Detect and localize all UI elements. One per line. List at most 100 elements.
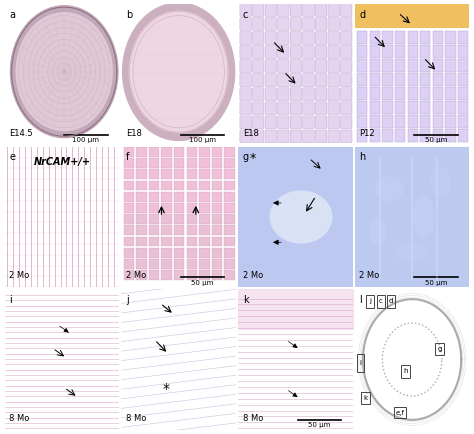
Bar <box>212 237 222 247</box>
Bar <box>199 158 210 168</box>
Bar <box>395 115 405 128</box>
Text: 2 Mo: 2 Mo <box>9 271 29 280</box>
Bar <box>162 203 172 213</box>
FancyBboxPatch shape <box>303 60 314 72</box>
FancyBboxPatch shape <box>303 102 314 115</box>
Bar <box>149 181 159 191</box>
Bar <box>212 214 222 224</box>
Bar <box>370 59 380 72</box>
FancyBboxPatch shape <box>315 18 327 30</box>
Bar <box>357 129 367 142</box>
Bar <box>162 181 172 191</box>
Bar <box>137 192 146 201</box>
Bar <box>124 203 134 213</box>
Bar <box>124 248 134 258</box>
Text: h: h <box>403 368 408 375</box>
Bar <box>383 59 392 72</box>
Bar <box>458 31 468 44</box>
FancyBboxPatch shape <box>265 88 276 100</box>
Bar <box>458 59 468 72</box>
Bar <box>420 59 430 72</box>
Bar <box>355 4 469 28</box>
Bar <box>162 147 172 157</box>
Bar <box>383 101 392 114</box>
FancyBboxPatch shape <box>315 46 327 58</box>
Bar <box>212 248 222 258</box>
Bar <box>401 365 410 378</box>
FancyBboxPatch shape <box>253 116 264 128</box>
Bar <box>137 259 146 269</box>
Bar <box>187 214 197 224</box>
Text: P12: P12 <box>359 128 375 138</box>
Bar <box>224 225 235 235</box>
Bar <box>408 73 418 86</box>
Bar <box>383 129 392 142</box>
Bar <box>370 73 380 86</box>
Bar <box>224 270 235 280</box>
FancyBboxPatch shape <box>265 18 276 30</box>
Bar <box>370 129 380 142</box>
Text: d: d <box>389 298 393 304</box>
Bar <box>387 295 395 308</box>
FancyBboxPatch shape <box>328 102 339 115</box>
Bar <box>370 45 380 58</box>
Bar <box>149 248 159 258</box>
FancyBboxPatch shape <box>315 130 327 142</box>
FancyBboxPatch shape <box>290 32 301 44</box>
FancyBboxPatch shape <box>265 46 276 58</box>
FancyBboxPatch shape <box>290 18 301 30</box>
FancyBboxPatch shape <box>290 60 301 72</box>
Bar <box>137 147 146 157</box>
Bar <box>162 192 172 201</box>
Text: e,f: e,f <box>396 410 405 416</box>
Bar <box>199 248 210 258</box>
FancyBboxPatch shape <box>265 74 276 86</box>
Bar <box>149 158 159 168</box>
Bar <box>370 115 380 128</box>
Text: 2 Mo: 2 Mo <box>359 271 380 280</box>
Text: i: i <box>9 295 12 305</box>
Bar <box>383 87 392 100</box>
Text: *: * <box>163 382 170 396</box>
Bar <box>199 237 210 247</box>
FancyBboxPatch shape <box>290 116 301 128</box>
Bar <box>433 115 443 128</box>
Bar <box>394 407 406 418</box>
Ellipse shape <box>369 217 386 245</box>
FancyBboxPatch shape <box>328 32 339 44</box>
Ellipse shape <box>270 191 333 243</box>
Text: 50 μm: 50 μm <box>191 280 214 286</box>
Bar <box>149 192 159 201</box>
FancyBboxPatch shape <box>303 130 314 142</box>
Bar <box>137 214 146 224</box>
FancyBboxPatch shape <box>290 74 301 86</box>
FancyBboxPatch shape <box>303 88 314 100</box>
Bar <box>199 225 210 235</box>
FancyBboxPatch shape <box>303 32 314 44</box>
Bar <box>445 73 456 86</box>
Bar <box>162 270 172 280</box>
Bar <box>137 225 146 235</box>
FancyBboxPatch shape <box>340 102 352 115</box>
Bar <box>149 214 159 224</box>
FancyBboxPatch shape <box>253 88 264 100</box>
Bar <box>124 181 134 191</box>
Bar <box>420 129 430 142</box>
Circle shape <box>129 11 228 132</box>
FancyBboxPatch shape <box>315 88 327 100</box>
Bar <box>212 192 222 201</box>
FancyBboxPatch shape <box>278 102 289 115</box>
Bar <box>395 31 405 44</box>
Bar <box>199 181 210 191</box>
FancyBboxPatch shape <box>303 3 314 16</box>
Bar <box>187 270 197 280</box>
FancyBboxPatch shape <box>240 102 251 115</box>
Bar <box>174 192 184 201</box>
Bar <box>174 270 184 280</box>
Bar <box>212 259 222 269</box>
Ellipse shape <box>412 196 435 238</box>
Bar <box>383 73 392 86</box>
Text: e: e <box>9 152 15 162</box>
Text: 8 Mo: 8 Mo <box>126 414 146 423</box>
Text: 2 Mo: 2 Mo <box>126 271 146 280</box>
